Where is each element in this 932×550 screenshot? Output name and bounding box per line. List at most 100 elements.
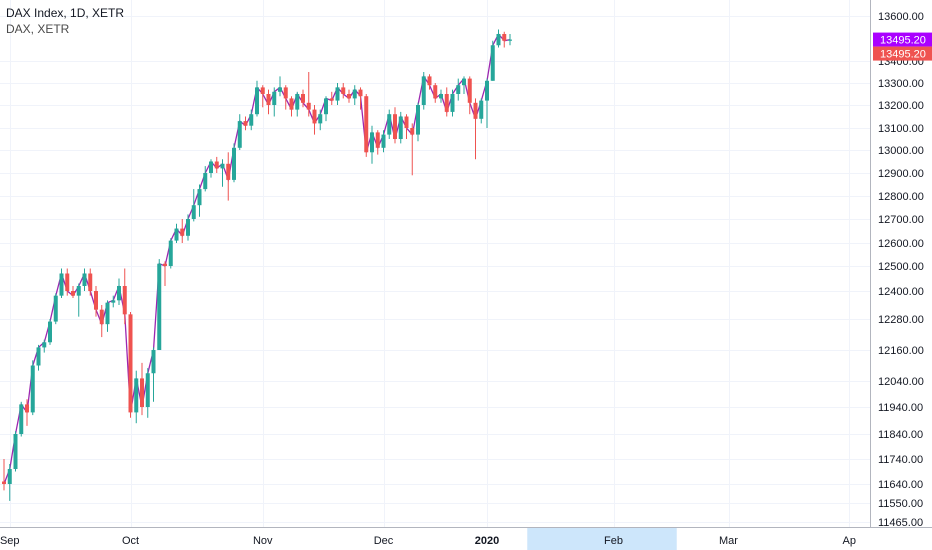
candle <box>467 76 472 115</box>
candle-body <box>226 163 231 180</box>
candle <box>255 80 259 117</box>
candle <box>145 368 150 418</box>
candle-body <box>295 94 300 110</box>
candle <box>341 83 346 99</box>
candle <box>71 286 75 298</box>
candle-body <box>99 309 104 325</box>
candle <box>283 85 288 110</box>
candle <box>151 347 156 402</box>
candle-body <box>467 78 472 103</box>
candle <box>439 89 443 103</box>
x-tick-label: Mar <box>719 535 738 547</box>
candle <box>335 83 340 105</box>
candle <box>82 268 87 291</box>
x-tick-label: Ap <box>843 535 856 547</box>
candle <box>462 76 466 94</box>
candle-body <box>444 94 449 112</box>
candle-body <box>220 163 225 169</box>
candle-body <box>318 114 323 124</box>
candle-body <box>191 205 196 219</box>
candle <box>456 78 461 101</box>
x-axis-ticks: Sep Oct Nov Dec 2020 Feb Mar Ap <box>0 535 856 547</box>
candle-body <box>243 121 248 126</box>
candle <box>473 98 478 160</box>
candle <box>209 159 213 178</box>
y-tick-label: 11940.00 <box>878 402 923 414</box>
candle <box>410 123 415 176</box>
candle <box>214 156 219 173</box>
x-axis-selection-band <box>527 528 677 550</box>
candle-body <box>485 80 489 101</box>
x-axis-highlight <box>527 528 677 550</box>
candle <box>404 114 409 139</box>
candle-body <box>232 147 236 180</box>
candle-body <box>186 219 190 236</box>
candle <box>502 31 507 48</box>
candle <box>375 130 380 155</box>
candle-body <box>410 128 415 135</box>
candle <box>370 125 374 164</box>
candle-body <box>140 378 144 407</box>
candle-body <box>335 87 340 101</box>
candle <box>352 85 357 105</box>
candlestick-series <box>2 29 512 501</box>
candle-body <box>370 132 374 153</box>
candle-body <box>36 347 41 366</box>
candle-body <box>48 321 52 343</box>
y-tick-label: 12800.00 <box>878 191 924 203</box>
candle-body <box>341 87 346 94</box>
candle-body <box>433 85 438 99</box>
candle-body <box>283 87 288 99</box>
candle <box>329 91 334 105</box>
candle <box>444 87 449 117</box>
candle <box>433 83 438 103</box>
candle-body <box>301 94 305 103</box>
candle <box>427 74 432 90</box>
legend-overlay-series[interactable]: DAX, XETR <box>6 22 70 36</box>
price-tag-line-text: 13495.20 <box>880 35 926 47</box>
y-tick-label: 13200.00 <box>878 100 924 112</box>
candle-body <box>203 173 208 190</box>
candle-body <box>82 273 87 286</box>
candle-body <box>502 34 507 41</box>
candle-body <box>416 105 420 135</box>
candle-body <box>278 87 282 92</box>
y-tick-label: 12500.00 <box>878 261 924 273</box>
axes <box>0 0 932 528</box>
candle <box>13 431 18 472</box>
candle-body <box>312 109 317 124</box>
candle <box>203 166 208 192</box>
candle-body <box>496 34 501 46</box>
candle-body <box>462 78 466 86</box>
candle <box>186 214 190 241</box>
candle <box>65 268 70 296</box>
candle-body <box>105 302 110 325</box>
y-tick-label: 12900.00 <box>878 168 924 180</box>
y-tick-label: 12160.00 <box>878 345 924 357</box>
x-tick-label: 2020 <box>475 535 499 547</box>
candle-body <box>272 91 277 105</box>
candle-body <box>375 132 380 148</box>
candle <box>381 130 386 153</box>
candle <box>312 105 317 135</box>
y-tick-label: 13100.00 <box>878 123 924 135</box>
candle-body <box>393 114 397 139</box>
candle-body <box>71 291 75 296</box>
candle-body <box>358 89 363 97</box>
candle-body <box>180 228 185 236</box>
y-tick-label: 12600.00 <box>878 238 924 250</box>
legend-title[interactable]: DAX Index, 1D, XETR <box>6 6 125 20</box>
candle <box>59 268 64 298</box>
candle <box>387 109 392 139</box>
candle <box>140 362 144 416</box>
candle <box>25 399 29 426</box>
candle <box>99 305 104 338</box>
candle-body <box>255 87 259 115</box>
candle <box>243 116 248 131</box>
y-tick-label: 11465.00 <box>878 517 923 529</box>
candle <box>347 89 351 103</box>
candle-body <box>111 300 116 303</box>
candle-body <box>197 189 202 206</box>
candle-body <box>128 314 133 413</box>
